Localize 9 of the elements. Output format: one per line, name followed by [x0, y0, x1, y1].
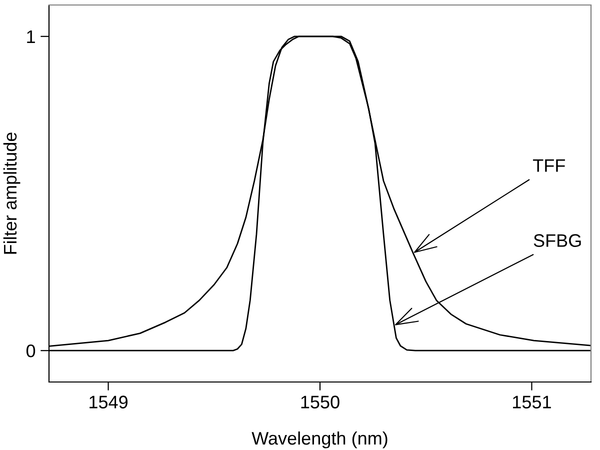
y-tick-label: 0	[26, 344, 36, 358]
annotation: TFF	[533, 159, 565, 172]
x-tick-label: 1549	[90, 396, 128, 408]
y-tick-label: 1	[27, 30, 35, 43]
x-axis-title: Wavelength (nm)	[252, 431, 388, 448]
y-axis-title: Filter amplitude	[3, 132, 20, 254]
x-tick-label: 1550	[301, 396, 340, 408]
x-tick-label: 1551	[513, 396, 551, 408]
annotation: SFBG	[534, 234, 581, 247]
